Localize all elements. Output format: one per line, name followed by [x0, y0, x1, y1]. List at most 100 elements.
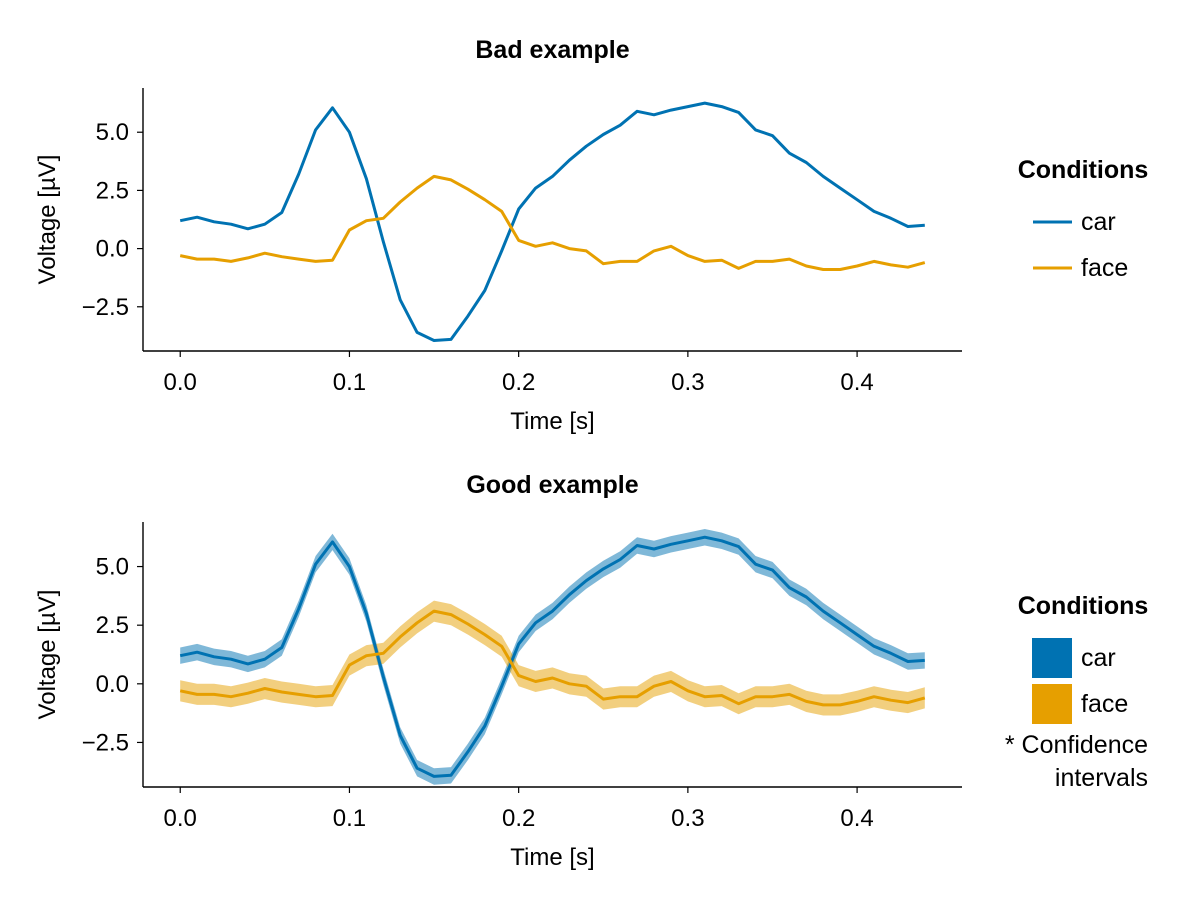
data-point-car — [314, 563, 317, 566]
series-line-car — [179, 535, 925, 778]
data-point-car — [636, 110, 639, 113]
data-point-face — [247, 692, 250, 695]
data-point-face — [314, 695, 317, 698]
data-point-car — [331, 106, 334, 109]
data-point-car — [348, 565, 351, 568]
data-point-car — [500, 250, 503, 253]
data-point-face — [365, 654, 368, 657]
data-point-car — [720, 105, 723, 108]
legend-label-face: face — [1081, 690, 1128, 718]
data-point-face — [196, 258, 199, 261]
data-point-car — [196, 216, 199, 219]
data-point-car — [348, 131, 351, 134]
data-point-car — [653, 548, 656, 551]
legend: Conditions car face — [1018, 156, 1149, 282]
data-point-face — [314, 260, 317, 263]
data-point-face — [636, 260, 639, 263]
legend-swatch-face — [1032, 684, 1072, 724]
x-tick-label: 0.4 — [840, 369, 873, 396]
data-point-car — [230, 223, 233, 226]
data-point-car — [450, 774, 453, 777]
x-tick-label: 0.0 — [164, 369, 197, 396]
data-point-face — [890, 699, 893, 702]
data-point-face — [585, 685, 588, 688]
data-point-face — [754, 260, 757, 263]
data-point-face — [873, 260, 876, 263]
data-point-face — [348, 229, 351, 232]
data-point-face — [331, 259, 334, 262]
y-tick-label: 0.0 — [96, 671, 129, 698]
data-point-car — [619, 124, 622, 127]
data-point-car — [534, 187, 537, 190]
data-point-face — [230, 695, 233, 698]
data-point-face — [856, 265, 859, 268]
data-point-car — [483, 289, 486, 292]
data-point-face — [365, 219, 368, 222]
data-point-car — [923, 659, 926, 662]
data-point-car — [179, 219, 182, 222]
data-point-car — [297, 607, 300, 610]
y-tick-label: −2.5 — [82, 294, 129, 321]
data-point-face — [619, 260, 622, 263]
data-point-face — [433, 175, 436, 178]
data-point-car — [263, 658, 266, 661]
data-point-face — [923, 261, 926, 264]
data-point-car — [568, 159, 571, 162]
data-point-car — [873, 210, 876, 213]
data-point-face — [450, 613, 453, 616]
legend-label-face: face — [1081, 254, 1128, 282]
data-point-car — [805, 161, 808, 164]
data-point-face — [416, 187, 419, 190]
data-point-car — [771, 134, 774, 137]
data-point-car — [331, 541, 334, 544]
data-point-face — [805, 265, 808, 268]
y-tick-label: 2.5 — [96, 612, 129, 639]
data-point-car — [788, 586, 791, 589]
data-point-face — [636, 695, 639, 698]
legend-note-line: intervals — [1055, 764, 1148, 792]
data-point-face — [483, 198, 486, 201]
x-tick-label: 0.1 — [333, 805, 366, 832]
data-point-car — [670, 109, 673, 112]
data-point-car — [703, 536, 706, 539]
chart-title: Bad example — [475, 36, 629, 64]
data-point-car — [365, 612, 368, 615]
y-axis-label: Voltage [µV] — [34, 590, 61, 720]
data-point-face — [754, 695, 757, 698]
data-point-car — [466, 315, 469, 318]
data-point-face — [213, 693, 216, 696]
x-axis-label: Time [s] — [510, 408, 594, 435]
data-point-car — [399, 734, 402, 737]
data-point-car — [382, 240, 385, 243]
data-point-car — [433, 775, 436, 778]
data-point-face — [720, 694, 723, 697]
legend-title: Conditions — [1018, 156, 1149, 184]
series-line-car — [179, 101, 925, 342]
data-point-car — [822, 175, 825, 178]
x-tick-label: 0.2 — [502, 369, 535, 396]
data-point-face — [466, 188, 469, 191]
data-point-car — [856, 198, 859, 201]
data-point-face — [297, 693, 300, 696]
data-point-face — [686, 689, 689, 692]
data-point-face — [737, 267, 740, 270]
data-point-car — [280, 211, 283, 214]
data-point-face — [179, 689, 182, 692]
data-point-face — [602, 262, 605, 265]
data-point-face — [500, 210, 503, 213]
data-point-face — [568, 682, 571, 685]
data-point-face — [653, 250, 656, 253]
data-point-car — [686, 539, 689, 542]
x-tick-label: 0.4 — [840, 805, 873, 832]
data-point-car — [686, 105, 689, 108]
data-point-car — [314, 128, 317, 131]
data-point-face — [805, 700, 808, 703]
data-point-car — [230, 658, 233, 661]
data-point-face — [196, 693, 199, 696]
data-point-car — [890, 217, 893, 220]
data-point-face — [703, 260, 706, 263]
data-point-car — [551, 610, 554, 613]
y-axis-label: Voltage [µV] — [34, 155, 61, 285]
data-point-face — [890, 263, 893, 266]
